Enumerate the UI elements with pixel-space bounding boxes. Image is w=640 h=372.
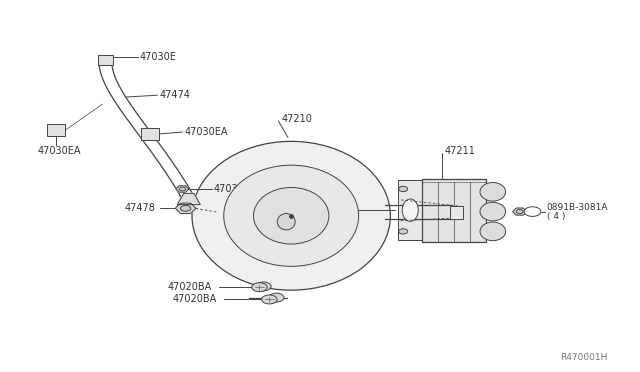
Circle shape bbox=[262, 295, 277, 304]
Text: R470001H: R470001H bbox=[560, 353, 607, 362]
Text: 47030EA: 47030EA bbox=[37, 146, 81, 155]
Text: 47030E: 47030E bbox=[140, 52, 177, 62]
Polygon shape bbox=[175, 203, 196, 214]
FancyBboxPatch shape bbox=[98, 55, 113, 65]
Ellipse shape bbox=[253, 187, 329, 244]
Ellipse shape bbox=[480, 202, 506, 221]
Polygon shape bbox=[176, 186, 189, 192]
Circle shape bbox=[269, 293, 284, 302]
FancyBboxPatch shape bbox=[398, 180, 422, 240]
Circle shape bbox=[399, 186, 408, 192]
Text: 47210: 47210 bbox=[282, 114, 312, 124]
Text: 47020BA: 47020BA bbox=[168, 282, 212, 292]
Text: ( 4 ): ( 4 ) bbox=[547, 212, 565, 221]
Text: 47474: 47474 bbox=[159, 90, 190, 100]
FancyBboxPatch shape bbox=[422, 179, 486, 242]
Text: 0891B-3081A: 0891B-3081A bbox=[547, 203, 608, 212]
FancyBboxPatch shape bbox=[450, 205, 463, 219]
Circle shape bbox=[180, 205, 191, 211]
Circle shape bbox=[256, 282, 271, 291]
Text: 47030EA: 47030EA bbox=[184, 127, 228, 137]
Circle shape bbox=[252, 283, 267, 292]
Ellipse shape bbox=[224, 165, 358, 266]
Ellipse shape bbox=[480, 183, 506, 201]
FancyBboxPatch shape bbox=[141, 128, 159, 140]
Text: 47478: 47478 bbox=[125, 203, 156, 213]
Ellipse shape bbox=[480, 222, 506, 241]
Circle shape bbox=[179, 187, 186, 191]
Text: 47211: 47211 bbox=[445, 146, 476, 155]
Text: 47212: 47212 bbox=[314, 205, 344, 215]
Ellipse shape bbox=[277, 214, 295, 230]
Circle shape bbox=[399, 229, 408, 234]
Text: 47020BA: 47020BA bbox=[172, 295, 216, 304]
Circle shape bbox=[516, 209, 523, 214]
Polygon shape bbox=[177, 193, 200, 205]
FancyBboxPatch shape bbox=[47, 124, 65, 136]
Circle shape bbox=[524, 207, 541, 217]
Ellipse shape bbox=[192, 141, 390, 290]
Text: N: N bbox=[530, 207, 535, 216]
Text: 47030E: 47030E bbox=[214, 184, 251, 194]
Polygon shape bbox=[513, 208, 527, 215]
Ellipse shape bbox=[403, 199, 419, 221]
